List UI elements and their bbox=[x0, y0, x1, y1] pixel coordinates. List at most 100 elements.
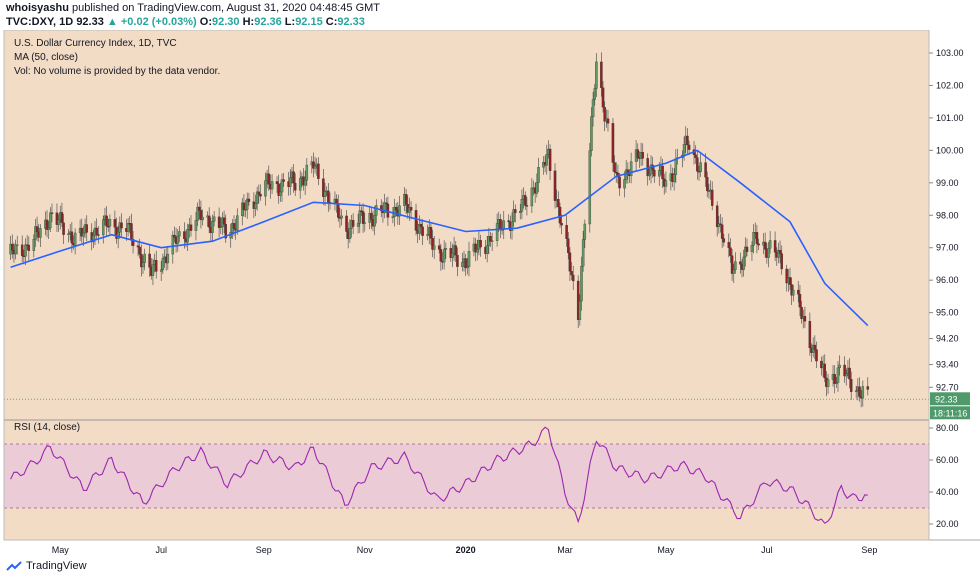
candle-body bbox=[298, 178, 302, 191]
change-up-icon: ▲ bbox=[106, 16, 118, 28]
candle-body bbox=[849, 378, 853, 392]
candle-body bbox=[548, 148, 552, 171]
candle-body bbox=[567, 238, 570, 254]
price-tick-label: 100.00 bbox=[936, 145, 964, 155]
candle-body bbox=[722, 238, 726, 243]
candle-body bbox=[383, 202, 386, 214]
candle-body bbox=[370, 213, 373, 220]
candle-body bbox=[833, 374, 836, 384]
candle-body bbox=[603, 107, 606, 122]
candle-body bbox=[11, 243, 14, 251]
candle-body bbox=[797, 289, 800, 295]
candle-body bbox=[277, 183, 280, 196]
candle-body bbox=[35, 226, 39, 233]
candle-body bbox=[618, 176, 621, 189]
price-tick-label: 93.40 bbox=[936, 360, 959, 370]
grid bbox=[4, 443, 929, 509]
candle-body bbox=[571, 274, 575, 282]
candle-body bbox=[429, 227, 433, 239]
footer-brand[interactable]: TradingView bbox=[6, 560, 87, 572]
candle-body bbox=[560, 223, 563, 226]
candle-body bbox=[485, 245, 489, 254]
candle-body bbox=[682, 144, 686, 156]
candle-body bbox=[798, 294, 802, 308]
candle-body bbox=[588, 150, 592, 225]
candle-body bbox=[512, 209, 515, 222]
candle-body bbox=[523, 195, 527, 206]
candle-body bbox=[264, 180, 267, 197]
candle-body bbox=[815, 349, 818, 362]
candle-body bbox=[384, 202, 388, 205]
candle-body bbox=[694, 154, 697, 158]
candle-body bbox=[254, 203, 257, 209]
candle-body bbox=[664, 180, 668, 187]
candle-body bbox=[257, 191, 261, 195]
candle-body bbox=[348, 228, 352, 240]
publisher-name[interactable]: whoisyashu bbox=[6, 2, 69, 14]
candle-body bbox=[823, 363, 827, 379]
candle-body bbox=[60, 212, 64, 223]
close-label: C: bbox=[325, 16, 338, 28]
candle-body bbox=[345, 215, 348, 232]
candle-body bbox=[194, 220, 198, 231]
candle-body bbox=[578, 300, 582, 320]
candle-body bbox=[317, 163, 320, 179]
candle-body bbox=[140, 254, 143, 268]
candle-body bbox=[57, 219, 60, 225]
candle-body bbox=[479, 240, 482, 248]
price-tick-label: 101.00 bbox=[936, 113, 964, 123]
candle-body bbox=[375, 205, 378, 216]
candle-body bbox=[337, 203, 340, 218]
rsi-label: RSI (14, close) bbox=[14, 422, 80, 433]
main-pane[interactable] bbox=[4, 30, 929, 420]
candle-body bbox=[444, 248, 448, 250]
candle-body bbox=[495, 223, 499, 241]
candle-body bbox=[710, 189, 714, 206]
last-price: 92.33 bbox=[76, 16, 104, 28]
time-tick-label: 2020 bbox=[456, 545, 476, 555]
candle-body bbox=[613, 162, 616, 173]
candle-body bbox=[474, 243, 477, 253]
candle-body bbox=[658, 170, 661, 177]
candle-body bbox=[835, 382, 838, 384]
candle-body bbox=[14, 244, 17, 255]
candle-body bbox=[476, 248, 479, 253]
candle-body bbox=[126, 223, 130, 232]
candle-body bbox=[719, 223, 722, 225]
candle-body bbox=[323, 191, 327, 197]
candle-body bbox=[808, 321, 812, 349]
candle-body bbox=[813, 344, 817, 350]
candle-body bbox=[661, 165, 664, 180]
price-chart[interactable]: 103.00 102.00 101.00 100.00 99.00 98.00 97.00 9… bbox=[0, 30, 980, 555]
rsi-tick-label: 80.00 bbox=[936, 423, 959, 433]
last-price-badge bbox=[930, 392, 970, 406]
candle-body bbox=[196, 206, 199, 221]
candle-body bbox=[211, 221, 214, 233]
candle-body bbox=[130, 223, 133, 240]
candle-body bbox=[525, 205, 529, 207]
candle-body bbox=[557, 199, 560, 208]
candle-body bbox=[120, 222, 123, 229]
candle-body bbox=[419, 224, 423, 228]
footer-brand-text: TradingView bbox=[26, 560, 87, 572]
candle-body bbox=[439, 249, 443, 262]
candle-body bbox=[292, 171, 295, 184]
time-tick-label: Sep bbox=[861, 545, 877, 555]
candle-body bbox=[636, 149, 640, 158]
candle-body bbox=[394, 206, 398, 211]
candle-body bbox=[45, 219, 49, 230]
candle-body bbox=[866, 386, 870, 390]
vol-legend: Vol: No volume is provided by the data v… bbox=[14, 66, 221, 77]
candle-body bbox=[858, 386, 861, 397]
candle-body bbox=[55, 212, 59, 225]
chart-frame bbox=[3, 30, 930, 541]
low-value: 92.15 bbox=[295, 16, 323, 28]
candle-body bbox=[50, 212, 54, 214]
price-tick-label: 96.00 bbox=[936, 275, 959, 285]
price-tick-label: 97.00 bbox=[936, 243, 959, 253]
candle-body bbox=[398, 205, 401, 217]
candle-body bbox=[335, 198, 338, 204]
candle-body bbox=[720, 224, 724, 239]
time-tick-label: Mar bbox=[557, 545, 573, 555]
candle-body bbox=[279, 191, 282, 196]
